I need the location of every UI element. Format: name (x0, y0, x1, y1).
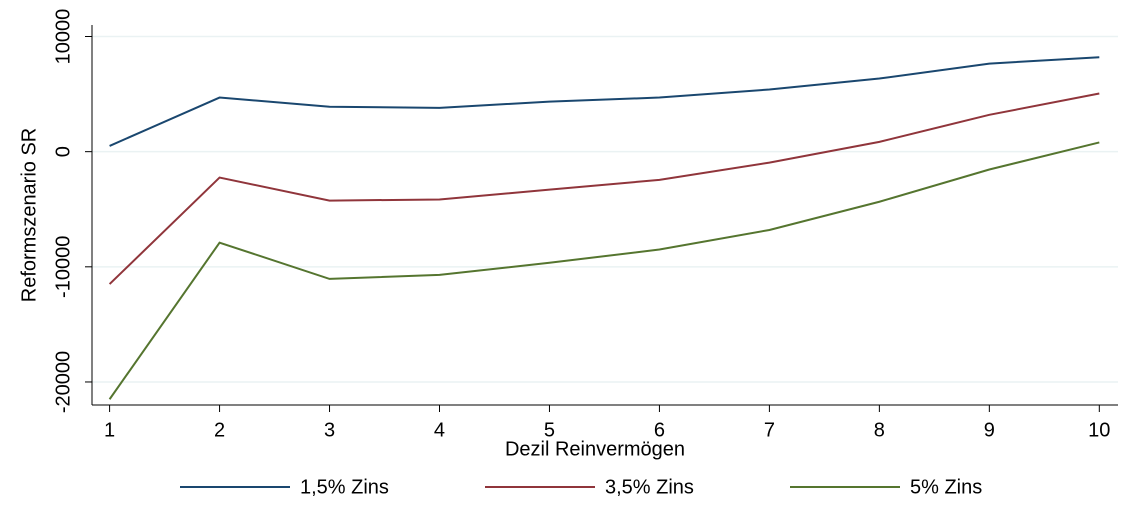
y-tick-label: -20000 (52, 351, 74, 413)
x-tick-label: 6 (654, 419, 665, 441)
x-tick-label: 5 (544, 419, 555, 441)
x-tick-label: 1 (104, 419, 115, 441)
y-tick-label: 0 (52, 146, 74, 157)
y-tick-label: 10000 (52, 9, 74, 65)
x-tick-label: 9 (984, 419, 995, 441)
legend-label: 5% Zins (910, 476, 982, 498)
x-tick-label: 3 (324, 419, 335, 441)
line-series (109, 56, 1100, 147)
line-series (108, 92, 1100, 285)
x-tick-label: 10 (1088, 419, 1110, 441)
line-series (108, 141, 1100, 400)
y-tick-label: -10000 (52, 236, 74, 298)
legend-label: 3,5% Zins (605, 476, 694, 498)
x-tick-label: 7 (764, 419, 775, 441)
x-tick-label: 2 (214, 419, 225, 441)
x-tick-label: 4 (434, 419, 445, 441)
y-axis-label: Reformszenario SR (18, 128, 40, 303)
legend-label: 1,5% Zins (300, 476, 389, 498)
x-tick-label: 8 (874, 419, 885, 441)
x-axis-label: Dezil Reinvermögen (505, 438, 685, 460)
